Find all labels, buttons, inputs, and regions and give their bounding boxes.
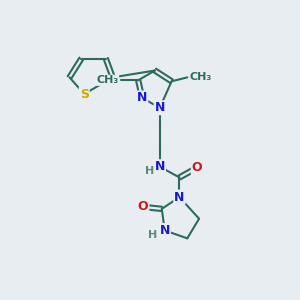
Text: O: O xyxy=(192,161,203,174)
Text: N: N xyxy=(160,224,170,237)
Text: CH₃: CH₃ xyxy=(96,75,118,85)
Text: N: N xyxy=(154,160,165,173)
Text: H: H xyxy=(148,230,158,240)
Text: H: H xyxy=(146,166,154,176)
Text: CH₃: CH₃ xyxy=(189,72,212,82)
Text: N: N xyxy=(154,101,165,114)
Text: N: N xyxy=(174,190,184,204)
Text: S: S xyxy=(80,88,89,100)
Text: N: N xyxy=(137,92,147,104)
Text: O: O xyxy=(138,200,148,213)
